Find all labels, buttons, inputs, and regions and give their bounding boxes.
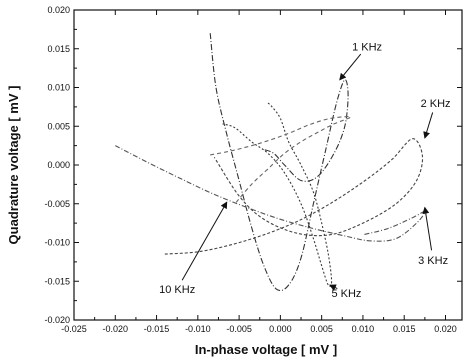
series-line-3-khz	[115, 145, 426, 242]
y-tick-label: -0.005	[44, 199, 70, 209]
annotation-arrow	[422, 206, 433, 251]
series-line-2-khz	[164, 138, 424, 255]
annotation-label: 2 KHz	[421, 98, 451, 110]
annotation-arrow	[339, 53, 362, 81]
y-axis-ticks: -0.020 -0.015 -0.010 -0.005 0.000 0.005 0.010 0…	[44, 5, 462, 325]
x-tick-label: -0.010	[185, 324, 211, 334]
series-line-10-khz	[210, 116, 352, 205]
y-tick-label: 0.000	[47, 160, 70, 170]
x-tick-label: 0.000	[269, 324, 292, 334]
x-tick-label: 0.010	[352, 324, 375, 334]
x-axis-title: In-phase voltage [ mV ]	[195, 342, 337, 357]
annotation-label: 3 KHz	[418, 255, 448, 267]
annotation-label: 1 KHz	[352, 41, 382, 53]
y-tick-label: -0.010	[44, 238, 70, 248]
x-tick-label: 0.015	[393, 324, 416, 334]
plot-area-border	[73, 9, 463, 321]
annotation-label: 10 KHz	[159, 284, 195, 296]
x-tick-label: 0.020	[434, 324, 457, 334]
y-tick-label: 0.005	[47, 121, 70, 131]
x-axis-ticks: -0.025 -0.020 -0.015 -0.010 -0.005 0.000 0.005…	[61, 10, 457, 334]
y-tick-label: 0.015	[47, 44, 70, 54]
series-line-1-khz	[209, 33, 349, 292]
y-tick-label: -0.020	[44, 315, 70, 325]
annotations: 1 KHz 2 KHz 3 KHz 5 KHz 10 KHz	[159, 41, 450, 299]
x-tick-label: 0.005	[310, 324, 333, 334]
annotation-arrow	[423, 112, 434, 139]
series-group	[115, 33, 426, 292]
annotation-arrow	[181, 201, 228, 281]
x-tick-label: -0.015	[144, 324, 170, 334]
y-tick-label: 0.010	[47, 83, 70, 93]
y-tick-label: -0.015	[44, 276, 70, 286]
y-tick-label: 0.020	[47, 5, 70, 15]
annotation-label: 5 KHz	[331, 288, 361, 300]
annotation-arrow	[329, 284, 338, 291]
x-tick-label: -0.005	[226, 324, 252, 334]
y-axis-title: Quadrature voltage [ mV ]	[6, 86, 21, 245]
plot-frame	[73, 9, 463, 321]
x-tick-label: -0.025	[61, 324, 87, 334]
x-tick-label: -0.020	[103, 324, 129, 334]
